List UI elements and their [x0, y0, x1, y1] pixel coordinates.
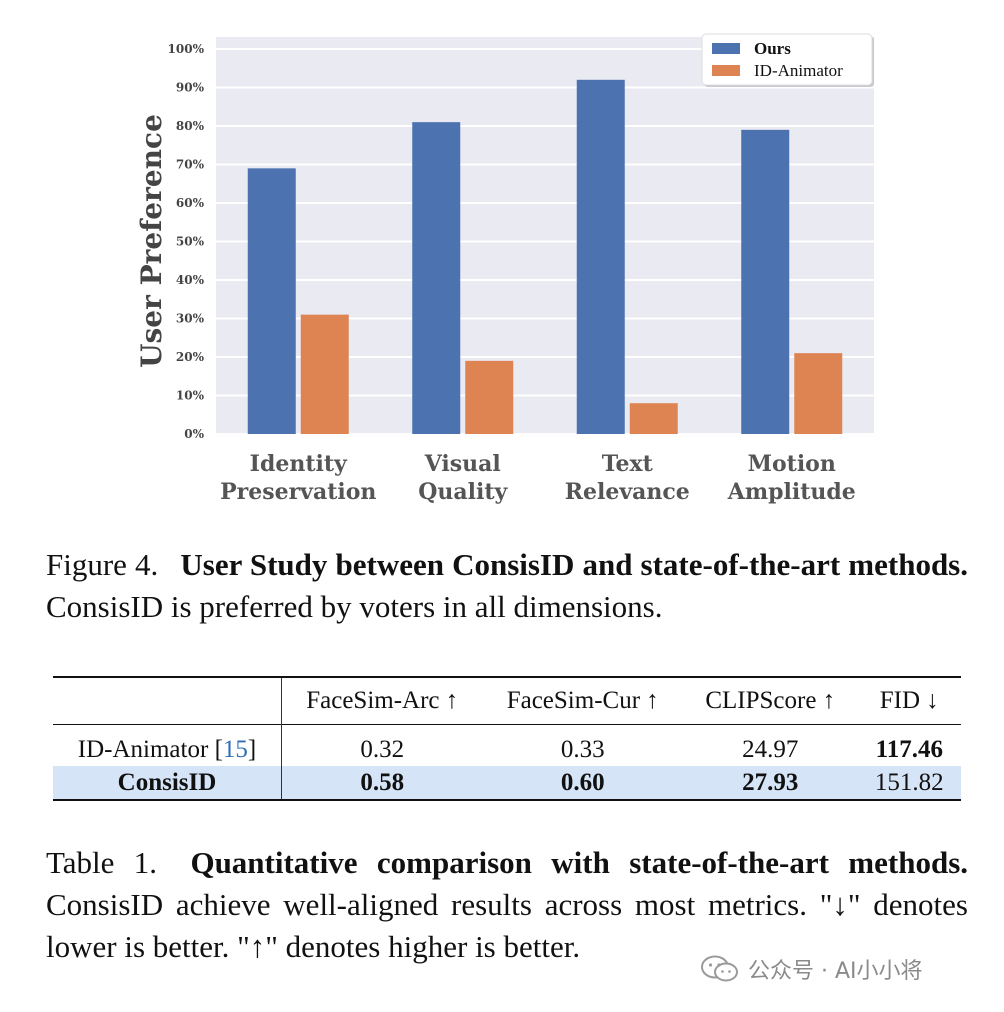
header-method — [53, 677, 282, 725]
bar-ours — [412, 122, 461, 435]
table-row-consisid: ConsisID 0.58 0.60 27.93 151.82 — [53, 766, 961, 800]
value-cell-best: 117.46 — [875, 735, 943, 763]
value-cell-best: 0.60 — [482, 766, 683, 800]
user-study-chart: 0% 10% 20% 30% 40% 50% 60% 70% 80% 90% 100% User Pr… — [135, 33, 874, 505]
y-tick-label: 30% — [176, 312, 205, 326]
header-fid: FID ↓ — [879, 687, 939, 714]
y-tick-label: 60% — [176, 196, 205, 210]
x-tick-label: Amplitude — [727, 479, 856, 505]
value-cell: 0.33 — [560, 735, 605, 763]
bar-id-animator — [465, 360, 514, 434]
x-tick-label: Identity — [250, 451, 348, 477]
y-tick-label: 40% — [176, 273, 205, 287]
y-tick-label: 50% — [176, 235, 205, 249]
y-tick-label: 70% — [176, 158, 205, 172]
citation-link[interactable]: 15 — [222, 735, 248, 763]
wechat-icon — [701, 955, 738, 982]
method-name: ConsisID — [53, 766, 282, 800]
header-clipscore: CLIPScore ↑ — [705, 687, 836, 714]
value-cell: 151.82 — [857, 766, 961, 800]
bar-id-animator — [300, 314, 349, 434]
value-cell: 24.97 — [742, 735, 799, 763]
method-name: ID-Animator — [77, 735, 209, 763]
x-tick-label: Visual — [424, 451, 501, 477]
value-cell-best: 0.58 — [281, 766, 483, 800]
y-tick-label: 10% — [176, 389, 205, 403]
watermark: 公众号 · AI小小将 — [700, 953, 923, 985]
y-tick-label: 100% — [168, 42, 205, 56]
bar-id-animator — [629, 403, 678, 434]
bar-chart-svg: 0% 10% 20% 30% 40% 50% 60% 70% 80% 90% 100% User Pr… — [135, 33, 874, 505]
y-tick-label: 0% — [184, 427, 204, 441]
value-cell-best: 27.93 — [682, 766, 858, 800]
table-text: ConsisID achieve well-aligned results ac… — [46, 887, 968, 964]
y-tick-label: 20% — [176, 350, 205, 364]
x-tick-label: Relevance — [565, 479, 690, 505]
header-facesim-arc: FaceSim-Arc ↑ — [306, 687, 459, 714]
x-tick-label: Motion — [748, 451, 836, 477]
legend-label: Ours — [754, 39, 791, 58]
bar-ours — [247, 168, 296, 434]
value-cell: 0.32 — [360, 735, 405, 763]
x-tick-label: Text — [602, 451, 654, 477]
bar-id-animator — [794, 353, 843, 434]
x-tick-label: Quality — [418, 479, 508, 505]
results-table: FaceSim-Arc ↑ FaceSim-Cur ↑ CLIPScore ↑ … — [53, 676, 961, 801]
table-label: Table 1. — [46, 845, 158, 880]
x-tick-label: Preservation — [220, 479, 376, 505]
figure-caption: Figure 4. User Study between ConsisID an… — [46, 544, 968, 628]
table-header-row: FaceSim-Arc ↑ FaceSim-Cur ↑ CLIPScore ↑ … — [53, 677, 961, 725]
legend-swatch — [712, 43, 740, 54]
figure-text: ConsisID is preferred by voters in all d… — [46, 589, 663, 624]
y-tick-label: 90% — [176, 81, 205, 95]
row-method-cell: ID-Animator [15] — [53, 724, 282, 766]
figure-title: User Study between ConsisID and state-of… — [180, 547, 968, 582]
bar-ours — [576, 79, 625, 435]
legend — [701, 33, 873, 86]
legend-label: ID-Animator — [754, 61, 843, 80]
table-title: Quantitative comparison with state-of-th… — [190, 845, 969, 880]
legend-swatch — [712, 65, 740, 76]
header-facesim-cur: FaceSim-Cur ↑ — [506, 687, 659, 714]
figure-label: Figure 4. — [46, 547, 159, 582]
watermark-text: 公众号 · AI小小将 — [748, 959, 923, 984]
table-caption: Table 1. Quantitative comparison with st… — [46, 842, 968, 968]
y-axis-label: User Preference — [135, 114, 168, 368]
table-row-id-animator: ID-Animator [15] 0.32 0.33 24.97 117.46 — [53, 724, 961, 766]
y-tick-label: 80% — [176, 119, 205, 133]
bar-ours — [741, 129, 790, 434]
